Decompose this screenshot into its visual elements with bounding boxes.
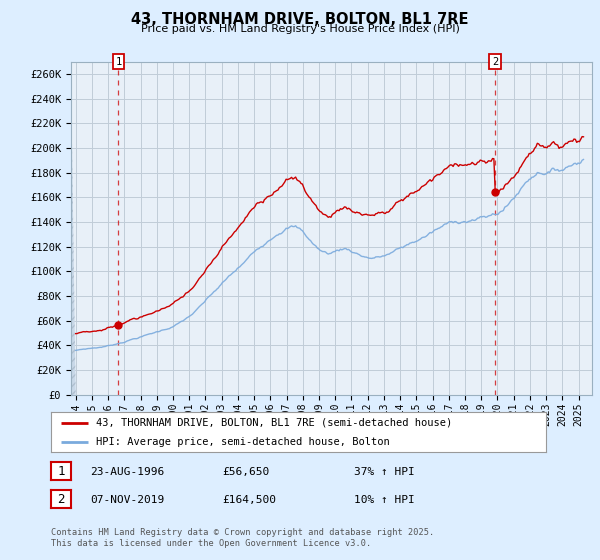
Text: 43, THORNHAM DRIVE, BOLTON, BL1 7RE: 43, THORNHAM DRIVE, BOLTON, BL1 7RE (131, 12, 469, 27)
Text: £56,650: £56,650 (222, 466, 269, 477)
Text: 43, THORNHAM DRIVE, BOLTON, BL1 7RE (semi-detached house): 43, THORNHAM DRIVE, BOLTON, BL1 7RE (sem… (95, 418, 452, 428)
Text: £164,500: £164,500 (222, 494, 276, 505)
Text: 1: 1 (115, 57, 122, 67)
Text: 2: 2 (57, 493, 65, 506)
Text: Contains HM Land Registry data © Crown copyright and database right 2025.
This d: Contains HM Land Registry data © Crown c… (51, 528, 434, 548)
Text: 37% ↑ HPI: 37% ↑ HPI (354, 466, 415, 477)
Text: 07-NOV-2019: 07-NOV-2019 (90, 494, 164, 505)
Text: 1: 1 (57, 465, 65, 478)
Text: 10% ↑ HPI: 10% ↑ HPI (354, 494, 415, 505)
Polygon shape (71, 62, 76, 395)
Text: HPI: Average price, semi-detached house, Bolton: HPI: Average price, semi-detached house,… (95, 437, 389, 447)
Text: 2: 2 (492, 57, 498, 67)
Text: Price paid vs. HM Land Registry's House Price Index (HPI): Price paid vs. HM Land Registry's House … (140, 24, 460, 34)
Text: 23-AUG-1996: 23-AUG-1996 (90, 466, 164, 477)
